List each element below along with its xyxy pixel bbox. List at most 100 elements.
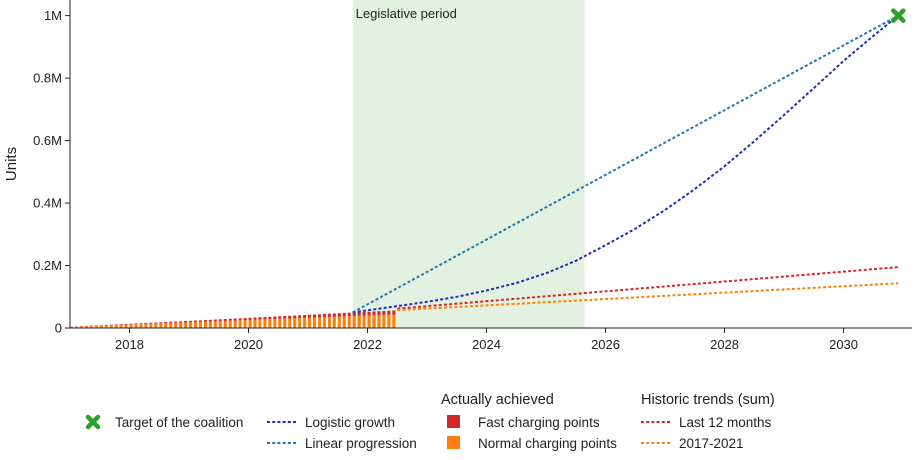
bar-fast xyxy=(312,314,317,318)
bar-fast xyxy=(258,317,262,320)
legislative-period-label: Legislative period xyxy=(356,6,457,21)
bar-normal xyxy=(129,324,133,328)
bar-fast xyxy=(134,323,138,325)
bar-normal xyxy=(134,324,138,328)
bar-fast xyxy=(303,315,307,318)
bar-normal xyxy=(293,318,297,328)
bar-normal xyxy=(367,315,371,328)
bar-normal xyxy=(263,319,267,328)
bar-normal xyxy=(228,320,232,328)
bar-normal xyxy=(243,320,247,328)
bar-normal xyxy=(218,321,222,328)
background-layer: Legislative period xyxy=(352,0,585,328)
bar-fast xyxy=(253,317,257,320)
bar-normal xyxy=(392,314,396,328)
bar-fast xyxy=(164,322,168,324)
bar-normal xyxy=(154,323,158,328)
axes-layer: 2018 2020 2022 2024 2026 2028 2030 0 0.2M 0.4M 0.6… xyxy=(3,0,912,352)
x-tick-label: 2024 xyxy=(472,337,501,352)
x-tick-label: 2026 xyxy=(591,337,620,352)
bar-normal xyxy=(387,314,391,328)
bar-fast xyxy=(347,312,351,317)
bar-fast xyxy=(169,321,173,324)
bar-normal xyxy=(283,318,287,328)
bar-normal xyxy=(308,317,312,328)
bar-normal xyxy=(164,323,168,328)
bar-normal xyxy=(382,314,386,328)
x-tick-label: 2018 xyxy=(115,337,144,352)
x-tick-label: 2028 xyxy=(710,337,739,352)
bar-fast xyxy=(337,313,341,317)
bar-fast xyxy=(223,319,227,321)
bar-fast xyxy=(263,317,267,320)
bar-normal xyxy=(248,319,252,328)
bar-normal xyxy=(273,319,277,328)
bar-fast xyxy=(203,320,207,322)
bar-normal xyxy=(99,325,103,328)
bar-normal xyxy=(159,323,163,328)
legend-normal-swatch xyxy=(447,436,460,449)
bar-fast xyxy=(357,312,361,316)
bar-fast xyxy=(278,316,282,319)
legend-fast-label: Fast charging points xyxy=(478,415,600,430)
bars-layer xyxy=(70,310,396,328)
bar-fast xyxy=(308,314,312,318)
trend-2017-2021-line xyxy=(397,282,899,312)
x-tick-label: 2020 xyxy=(234,337,263,352)
legend: Actually achieved Historic trends (sum) Ta… xyxy=(85,392,775,451)
bar-normal xyxy=(124,324,128,328)
bar-fast xyxy=(293,315,297,319)
trend-lines-layer xyxy=(352,8,906,314)
bar-fast xyxy=(139,323,143,325)
bar-fast xyxy=(144,323,148,324)
bar-normal xyxy=(253,319,257,328)
legend-2017-2021-label: 2017-2021 xyxy=(679,436,744,451)
legend-last12-label: Last 12 months xyxy=(679,415,772,430)
bar-normal xyxy=(337,316,341,328)
bar-normal xyxy=(352,315,356,328)
bar-fast xyxy=(213,319,217,322)
legend-fast-swatch xyxy=(447,415,460,428)
bar-fast xyxy=(184,321,188,323)
bar-normal xyxy=(332,316,336,328)
bar-fast xyxy=(367,311,371,316)
bar-fast xyxy=(193,320,198,323)
bar-fast xyxy=(198,320,203,322)
y-tick-label: 0.2M xyxy=(33,258,62,273)
bar-fast xyxy=(159,322,163,324)
bar-fast xyxy=(322,314,326,318)
y-axis-title: Units xyxy=(3,147,20,181)
bar-normal xyxy=(372,315,376,328)
bar-fast xyxy=(387,310,391,315)
bar-normal xyxy=(84,326,88,328)
bar-fast xyxy=(129,323,133,325)
bar-normal xyxy=(184,322,188,328)
last-12-months-line xyxy=(397,266,899,310)
bar-normal xyxy=(233,320,237,328)
bar-fast xyxy=(298,315,302,319)
bar-normal xyxy=(189,322,193,328)
bar-fast xyxy=(372,311,376,316)
linear-progression-line xyxy=(352,14,899,314)
bar-fast xyxy=(174,321,178,323)
bar-normal xyxy=(109,325,113,328)
bar-normal xyxy=(213,321,217,328)
bar-fast xyxy=(243,318,247,321)
bar-fast xyxy=(119,324,123,325)
bar-fast xyxy=(154,322,158,324)
x-tick-label: 2030 xyxy=(829,337,858,352)
bar-fast xyxy=(362,311,366,316)
bar-normal xyxy=(258,319,262,328)
bar-normal xyxy=(223,320,227,328)
legend-logistic-label: Logistic growth xyxy=(305,415,395,430)
bar-fast xyxy=(392,310,396,315)
bar-normal xyxy=(347,316,351,328)
bar-fast xyxy=(228,318,232,321)
bar-normal xyxy=(94,325,98,328)
legend-target-marker xyxy=(85,414,101,430)
bar-fast xyxy=(283,316,287,319)
legend-heading-achieved: Actually achieved xyxy=(441,392,554,408)
legend-linear-label: Linear progression xyxy=(305,436,417,451)
bar-normal xyxy=(114,325,118,328)
